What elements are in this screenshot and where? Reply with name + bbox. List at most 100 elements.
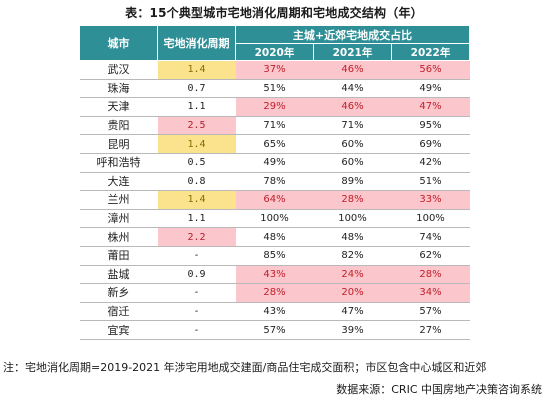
cell-ratio-2020: 51%: [235, 79, 314, 99]
cell-ratio-2020: 57%: [235, 320, 314, 340]
table-title: 表：15个典型城市宅地消化周期和宅地成交结构（年）: [125, 6, 423, 20]
header-year-2021: 2021年: [313, 43, 392, 61]
header-cycle: 宅地消化周期: [157, 25, 236, 61]
table-row: 宜宾 -57% 39% 27%: [79, 320, 470, 340]
cell-cycle: 1.4: [157, 190, 236, 210]
cell-ratio-2020: 29%: [235, 97, 314, 117]
cell-ratio-2021: 39%: [313, 320, 392, 340]
cell-ratio-2020: 48%: [235, 227, 314, 247]
cell-city: 珠海: [79, 79, 158, 99]
cell-ratio-2022: 95%: [391, 116, 470, 136]
cell-ratio-2022: 51%: [391, 172, 470, 192]
cell-city: 贵阳: [79, 116, 158, 136]
table-row: 株州 2.2 48% 48% 74%: [79, 227, 470, 247]
cell-ratio-2022: 69%: [391, 134, 470, 154]
table-row: 宿迁 -43% 47% 57%: [79, 302, 470, 322]
cell-cycle: 2.2: [157, 227, 236, 247]
header-year-2020: 2020年: [235, 43, 314, 61]
cell-cycle: -: [157, 302, 236, 322]
cell-ratio-2020: 37%: [235, 60, 314, 80]
header-ratio-group: 主城+近郊宅地成交占比: [234, 25, 471, 44]
cell-cycle: 0.9: [157, 265, 236, 285]
cell-ratio-2022: 34%: [391, 283, 470, 303]
table-row: 呼和浩特 0.5 49% 60% 42%: [79, 153, 470, 173]
cell-city: 大连: [79, 172, 158, 192]
cell-ratio-2021: 60%: [313, 134, 392, 154]
cell-ratio-2021: 71%: [313, 116, 392, 136]
cell-cycle: 1.4: [157, 60, 236, 80]
cell-ratio-2020: 100%: [235, 209, 314, 229]
table-row: 大连 0.8 78% 89% 51%: [79, 172, 470, 192]
cell-ratio-2020: 43%: [235, 302, 314, 322]
cell-ratio-2022: 33%: [391, 190, 470, 210]
cell-cycle: 1.4: [157, 134, 236, 154]
cell-ratio-2020: 85%: [235, 246, 314, 266]
cell-cycle: 1.1: [157, 97, 236, 117]
cell-ratio-2021: 24%: [313, 265, 392, 285]
cell-cycle: -: [157, 320, 236, 340]
cell-ratio-2020: 64%: [235, 190, 314, 210]
table-row: 贵阳 2.5 71% 71% 95%: [79, 116, 470, 136]
cell-cycle: 0.5: [157, 153, 236, 173]
cell-city: 呼和浩特: [79, 153, 158, 173]
cell-ratio-2022: 49%: [391, 79, 470, 99]
cell-cycle: 1.1: [157, 209, 236, 229]
cell-ratio-2020: 78%: [235, 172, 314, 192]
table-row: 珠海 0.7 51% 44% 49%: [79, 79, 470, 99]
cell-ratio-2020: 43%: [235, 265, 314, 285]
cell-city: 盐城: [79, 265, 158, 285]
cell-ratio-2021: 100%: [313, 209, 392, 229]
cell-city: 莆田: [79, 246, 158, 266]
header-city: 城市: [79, 25, 158, 61]
cell-city: 漳州: [79, 209, 158, 229]
cell-city: 兰州: [79, 190, 158, 210]
cell-ratio-2021: 48%: [313, 227, 392, 247]
cell-ratio-2022: 74%: [391, 227, 470, 247]
table-row: 兰州 1.4 64% 28% 33%: [79, 190, 470, 210]
cell-ratio-2020: 28%: [235, 283, 314, 303]
table-header: 城市 宅地消化周期 主城+近郊宅地成交占比 2020年 2021年 2022年: [79, 25, 471, 61]
table-row: 盐城 0.9 43% 24% 28%: [79, 265, 470, 285]
data-source: 数据来源：CRIC 中国房地产决策咨询系统: [336, 383, 542, 396]
cell-city: 新乡: [79, 283, 158, 303]
cell-city: 武汉: [79, 60, 158, 80]
cell-cycle: -: [157, 283, 236, 303]
cell-city: 宜宾: [79, 320, 158, 340]
cell-ratio-2022: 47%: [391, 97, 470, 117]
cell-ratio-2021: 46%: [313, 97, 392, 117]
cell-ratio-2021: 46%: [313, 60, 392, 80]
cell-ratio-2022: 28%: [391, 265, 470, 285]
cell-cycle: -: [157, 246, 236, 266]
table-body: 武汉 1.4 37% 46% 56% 珠海 0.7 51% 44% 49% 天津 1.1 29% 46% 4…: [79, 60, 470, 340]
cell-ratio-2022: 42%: [391, 153, 470, 173]
cell-ratio-2022: 100%: [391, 209, 470, 229]
cell-ratio-2020: 71%: [235, 116, 314, 136]
cell-ratio-2021: 82%: [313, 246, 392, 266]
table-row: 天津 1.1 29% 46% 47%: [79, 97, 470, 117]
table-row: 莆田 -85% 82% 62%: [79, 246, 470, 266]
cell-city: 宿迁: [79, 302, 158, 322]
cell-ratio-2022: 57%: [391, 302, 470, 322]
table-row: 新乡 -28% 20% 34%: [79, 283, 470, 303]
cell-ratio-2021: 20%: [313, 283, 392, 303]
cell-ratio-2022: 27%: [391, 320, 470, 340]
cell-city: 天津: [79, 97, 158, 117]
data-table: 城市 宅地消化周期 主城+近郊宅地成交占比 2020年 2021年 2022年 …: [79, 25, 471, 340]
header-year-2022: 2022年: [390, 43, 471, 61]
table-row: 漳州 1.1 100% 100% 100%: [79, 209, 470, 229]
cell-cycle: 2.5: [157, 116, 236, 136]
cell-cycle: 0.8: [157, 172, 236, 192]
cell-ratio-2022: 62%: [391, 246, 470, 266]
footnote: 注：宅地消化周期=2019-2021 年涉宅用地成交建面/商品住宅成交面积；市区…: [3, 361, 487, 374]
cell-city: 株州: [79, 227, 158, 247]
cell-cycle: 0.7: [157, 79, 236, 99]
cell-ratio-2021: 44%: [313, 79, 392, 99]
table-row: 昆明 1.4 65% 60% 69%: [79, 134, 470, 154]
cell-ratio-2021: 89%: [313, 172, 392, 192]
cell-city: 昆明: [79, 134, 158, 154]
cell-ratio-2021: 28%: [313, 190, 392, 210]
table-row: 武汉 1.4 37% 46% 56%: [79, 60, 470, 80]
cell-ratio-2020: 65%: [235, 134, 314, 154]
cell-ratio-2021: 60%: [313, 153, 392, 173]
cell-ratio-2021: 47%: [313, 302, 392, 322]
